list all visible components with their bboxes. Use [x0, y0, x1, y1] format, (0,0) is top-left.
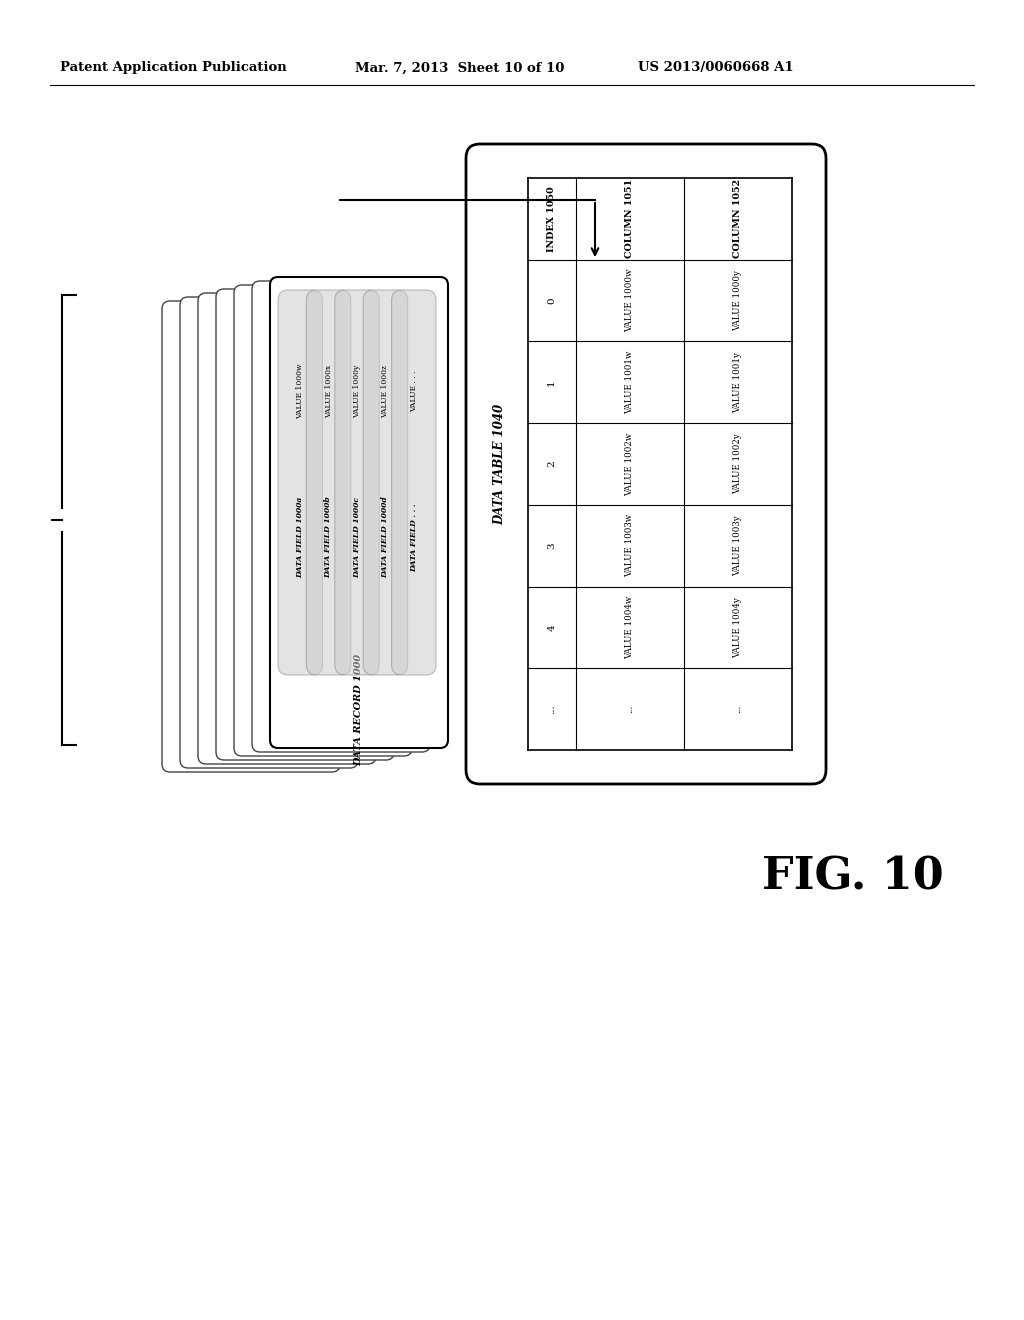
Text: ...: ...: [547, 705, 556, 714]
Text: ...: ...: [625, 705, 634, 713]
Text: DATA FIELD . . .: DATA FIELD . . .: [410, 503, 418, 572]
Text: VALUE 1000x: VALUE 1000x: [325, 364, 333, 418]
Text: DATA FIELD 1000a: DATA FIELD 1000a: [296, 496, 304, 578]
Text: VALUE 1000w: VALUE 1000w: [625, 269, 634, 333]
FancyBboxPatch shape: [252, 281, 430, 752]
Text: VALUE 1000w: VALUE 1000w: [296, 363, 304, 418]
Text: VALUE 1000y: VALUE 1000y: [353, 364, 361, 418]
Text: VALUE 1003w: VALUE 1003w: [625, 515, 634, 577]
Text: VALUE 1004w: VALUE 1004w: [625, 595, 634, 659]
FancyBboxPatch shape: [198, 293, 376, 764]
Text: VALUE 1002w: VALUE 1002w: [625, 433, 634, 495]
Text: VALUE 1001w: VALUE 1001w: [625, 351, 634, 414]
Text: DATA RECORD 1004: DATA RECORD 1004: [283, 539, 292, 638]
Text: COLUMN 1052: COLUMN 1052: [733, 180, 742, 259]
Text: VALUE 1000z: VALUE 1000z: [381, 364, 389, 417]
FancyBboxPatch shape: [335, 290, 379, 675]
FancyBboxPatch shape: [466, 144, 826, 784]
FancyBboxPatch shape: [306, 290, 351, 675]
Text: Mar. 7, 2013  Sheet 10 of 10: Mar. 7, 2013 Sheet 10 of 10: [355, 62, 564, 74]
Text: VALUE 1002y: VALUE 1002y: [733, 434, 742, 495]
FancyBboxPatch shape: [391, 290, 436, 675]
Text: DATA RECORD 1005: DATA RECORD 1005: [264, 543, 273, 642]
Text: DATA RECORD 1000: DATA RECORD 1000: [354, 653, 364, 766]
Text: DATA FIELD 1000c: DATA FIELD 1000c: [353, 496, 361, 578]
Text: VALUE . . .: VALUE . . .: [410, 371, 418, 412]
Text: VALUE 1004y: VALUE 1004y: [733, 597, 742, 657]
Text: DATA FIELD 1000b: DATA FIELD 1000b: [325, 496, 333, 578]
Text: ...: ...: [733, 705, 742, 713]
FancyBboxPatch shape: [216, 289, 394, 760]
Text: DATA RECORD 1001: DATA RECORD 1001: [337, 527, 345, 626]
Text: US 2013/0060668 A1: US 2013/0060668 A1: [638, 62, 794, 74]
Text: DATA RECORD 1002: DATA RECORD 1002: [318, 531, 328, 630]
Text: VALUE 1000y: VALUE 1000y: [733, 271, 742, 331]
Text: COLUMN 1051: COLUMN 1051: [625, 180, 634, 259]
Text: INDEX 1050: INDEX 1050: [547, 186, 556, 252]
Text: Patent Application Publication: Patent Application Publication: [60, 62, 287, 74]
FancyBboxPatch shape: [162, 301, 340, 772]
Text: 1: 1: [547, 379, 556, 385]
FancyBboxPatch shape: [270, 277, 449, 748]
Text: DATA FIELD 1000d: DATA FIELD 1000d: [381, 496, 389, 578]
Text: 2: 2: [547, 461, 556, 467]
FancyBboxPatch shape: [180, 297, 358, 768]
Text: DATA RECORD . . .: DATA RECORD . . .: [247, 552, 256, 642]
Text: VALUE 1003y: VALUE 1003y: [733, 515, 742, 576]
FancyBboxPatch shape: [278, 290, 323, 675]
Text: DATA RECORD 1003: DATA RECORD 1003: [300, 535, 309, 634]
Text: 0: 0: [547, 297, 556, 304]
FancyBboxPatch shape: [234, 285, 412, 756]
Text: FIG. 10: FIG. 10: [762, 855, 944, 898]
Text: 4: 4: [547, 624, 556, 631]
FancyBboxPatch shape: [364, 290, 408, 675]
Text: VALUE 1001y: VALUE 1001y: [733, 352, 742, 413]
Text: 3: 3: [547, 543, 556, 549]
Text: DATA TABLE 1040: DATA TABLE 1040: [494, 404, 507, 524]
